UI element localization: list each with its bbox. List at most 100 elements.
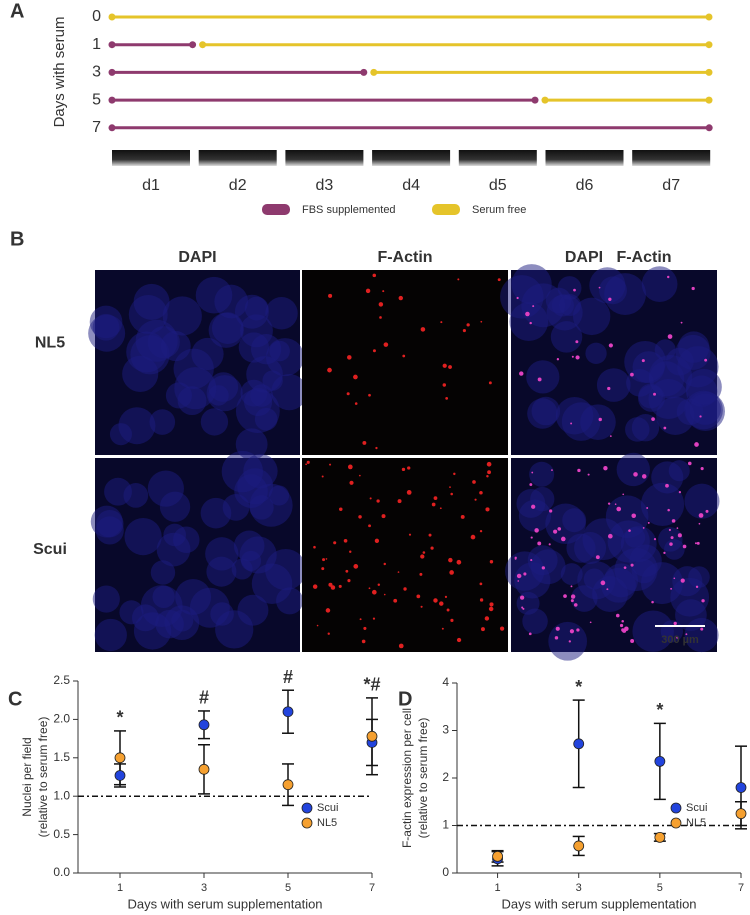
cell-cluster	[640, 482, 685, 526]
actin-spot	[676, 527, 679, 529]
actin-spot	[430, 546, 434, 550]
actin-spot	[630, 639, 635, 643]
actin-spot	[698, 522, 701, 525]
actin-spot	[372, 617, 376, 620]
actin-spot	[372, 349, 376, 353]
actin-spot	[474, 498, 477, 501]
cell-cluster	[162, 296, 202, 336]
micrograph-content	[90, 450, 307, 652]
segment-end	[705, 41, 713, 49]
actin-spot	[371, 589, 377, 595]
actin-spot	[378, 302, 384, 307]
actin-spot	[575, 340, 579, 344]
actin-spot	[600, 580, 606, 586]
actin-spot	[486, 461, 492, 467]
x-tick-label: 7	[738, 882, 744, 894]
cell-cluster	[531, 396, 561, 426]
cell-cluster	[191, 337, 224, 371]
actin-spot	[484, 616, 490, 621]
actin-spot	[630, 563, 634, 567]
actin-spot	[557, 527, 562, 531]
actin-spot	[353, 374, 358, 380]
significance-marker: *	[656, 700, 663, 720]
y-tick-label: 4	[442, 675, 449, 689]
y-axis-label: (relative to serum free)	[36, 717, 50, 838]
cell-cluster	[123, 483, 149, 508]
segment-end	[189, 41, 197, 49]
actin-spot	[667, 275, 670, 279]
actin-spot	[685, 633, 688, 636]
actin-spot	[568, 640, 571, 643]
actin-spot	[456, 559, 462, 565]
actin-spot	[623, 566, 627, 569]
actin-spot	[622, 628, 627, 633]
actin-spot	[449, 486, 451, 489]
actin-spot	[486, 475, 489, 478]
actin-spot	[595, 555, 600, 560]
actin-spot	[393, 598, 398, 603]
actin-spot	[555, 626, 560, 631]
actin-spot	[563, 594, 567, 598]
actin-spot	[420, 554, 425, 559]
y-axis-label: Days with serum	[51, 17, 68, 128]
actin-spot	[349, 480, 354, 485]
data-point	[366, 730, 378, 742]
actin-spot	[670, 587, 673, 590]
actin-spot	[704, 358, 708, 362]
segment-end	[705, 124, 713, 132]
cell-cluster	[109, 423, 133, 446]
cell-cluster	[572, 297, 611, 336]
actin-spot	[587, 473, 590, 476]
actin-spot	[382, 290, 385, 293]
day-label: d2	[229, 177, 247, 194]
cell-cluster	[149, 409, 176, 435]
legend-label: Scui	[686, 802, 707, 814]
actin-spot	[642, 527, 645, 529]
actin-spot	[403, 587, 407, 591]
row-label: 0	[92, 8, 101, 25]
significance-marker: #	[283, 667, 293, 687]
y-tick-label: 1.0	[53, 788, 70, 802]
column-label: DAPI	[565, 249, 603, 266]
actin-spot	[577, 468, 581, 473]
actin-spot	[489, 560, 494, 564]
actin-spot	[554, 636, 559, 640]
actin-spot	[531, 504, 536, 509]
actin-spot	[383, 593, 386, 596]
actin-spot	[619, 623, 624, 628]
cell-cluster	[92, 585, 120, 613]
actin-spot	[698, 513, 704, 518]
x-tick-label: 3	[576, 882, 582, 894]
actin-spot	[628, 529, 631, 532]
actin-spot	[489, 602, 494, 607]
actin-spot	[445, 396, 449, 400]
actin-spot	[653, 538, 657, 541]
cell-cluster	[276, 587, 304, 615]
cell-cluster	[133, 612, 172, 650]
actin-spot	[521, 606, 524, 609]
cell-cluster	[548, 621, 588, 661]
actin-spot	[446, 608, 450, 612]
x-tick-label: 1	[117, 882, 123, 894]
day-label: d1	[142, 177, 160, 194]
actin-spot	[549, 509, 553, 513]
actin-spot	[609, 435, 612, 438]
actin-spot	[699, 415, 702, 418]
cell-cluster	[222, 493, 250, 521]
row-label: 7	[92, 119, 101, 136]
actin-spot	[520, 595, 525, 600]
segment-end	[108, 124, 116, 132]
actin-spot	[532, 305, 535, 308]
actin-spot	[641, 359, 645, 363]
actin-spot	[372, 273, 377, 278]
actin-spot	[607, 386, 611, 391]
actin-spot	[349, 550, 352, 553]
actin-spot	[441, 627, 444, 630]
actin-spot	[551, 469, 553, 472]
cell-cluster	[582, 518, 625, 561]
actin-spot	[479, 598, 484, 602]
actin-spot	[346, 392, 350, 396]
legend-marker	[301, 817, 313, 829]
actin-spot	[570, 594, 576, 599]
actin-spot	[439, 601, 444, 606]
